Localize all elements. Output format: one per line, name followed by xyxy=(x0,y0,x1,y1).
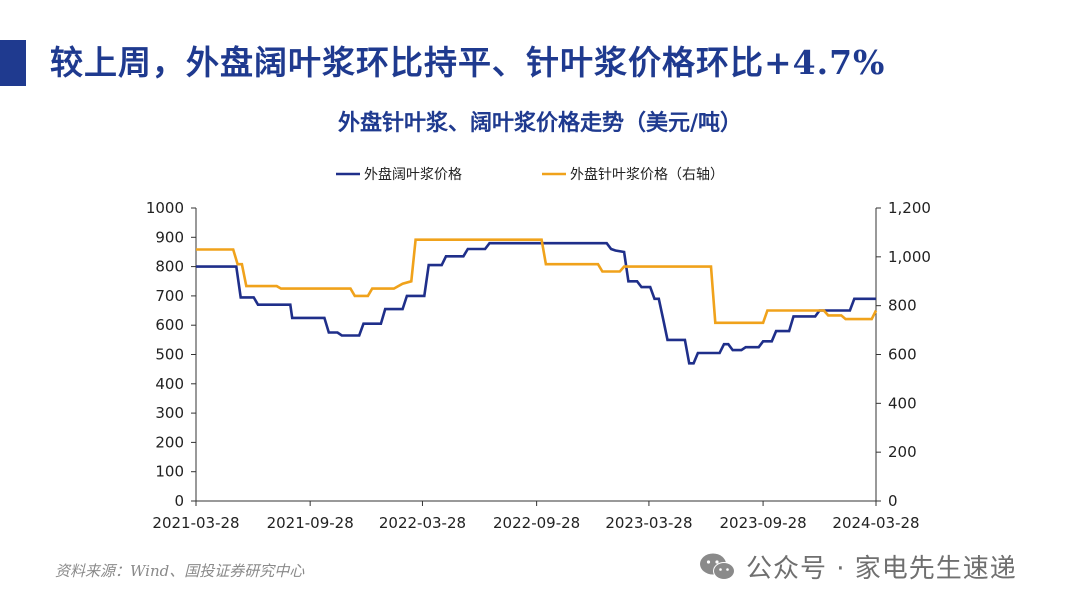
legend-label-0: 外盘阔叶浆价格 xyxy=(364,166,462,183)
x-tick-label: 2023-03-28 xyxy=(605,514,692,532)
left-y-tick-label: 1000 xyxy=(146,199,184,217)
right-y-tick-label: 0 xyxy=(888,492,898,510)
chart-legend: 外盘阔叶浆价格 外盘针叶浆价格（右轴） xyxy=(336,166,724,183)
left-y-tick-label: 800 xyxy=(155,258,184,276)
watermark-text: 公众号 · 家电先生速递 xyxy=(746,554,1017,584)
watermark: 公众号 · 家电先生速递 xyxy=(698,548,1017,585)
left-y-tick-label: 200 xyxy=(155,433,184,451)
x-tick-label: 2022-09-28 xyxy=(493,514,580,532)
left-y-tick-label: 900 xyxy=(155,228,184,246)
left-y-tick-label: 400 xyxy=(155,375,184,393)
wechat-icon xyxy=(700,553,735,580)
left-y-tick-label: 700 xyxy=(155,287,184,305)
left-y-tick-label: 0 xyxy=(174,492,184,510)
chart-series-layer xyxy=(196,238,878,365)
chart-title: 外盘针叶浆、阔叶浆价格走势（美元/吨） xyxy=(338,110,742,136)
x-tick-label: 2024-03-28 xyxy=(832,514,919,532)
right-y-tick-label: 600 xyxy=(888,346,917,364)
right-y-tick-label: 800 xyxy=(888,297,917,315)
series-line-1 xyxy=(196,238,878,325)
chart-axes: 0 100 200 300 400 500 600 700 800 900 1000 0 200 400 6… xyxy=(146,199,931,532)
x-tick-label: 2021-09-28 xyxy=(267,514,354,532)
right-y-tick-label: 1,200 xyxy=(888,199,931,217)
legend-label-1: 外盘针叶浆价格（右轴） xyxy=(570,166,724,183)
left-y-tick-label: 300 xyxy=(155,404,184,422)
series-line-0 xyxy=(196,241,876,365)
page-headline: 较上周，外盘阔叶浆环比持平、针叶浆价格环比+4.7% xyxy=(50,43,886,82)
x-tick-label: 2022-03-28 xyxy=(379,514,466,532)
left-y-tick-label: 100 xyxy=(155,463,184,481)
right-y-tick-label: 400 xyxy=(888,394,917,412)
source-note: 资料来源：Wind、国投证券研究中心 xyxy=(55,562,305,580)
headline-accent-bar xyxy=(0,40,26,86)
right-y-tick-label: 200 xyxy=(888,443,917,461)
right-y-tick-label: 1,000 xyxy=(888,248,931,266)
left-y-tick-label: 500 xyxy=(155,346,184,364)
left-y-tick-label: 600 xyxy=(155,316,184,334)
x-tick-label: 2023-09-28 xyxy=(719,514,806,532)
x-tick-label: 2021-03-28 xyxy=(152,514,239,532)
